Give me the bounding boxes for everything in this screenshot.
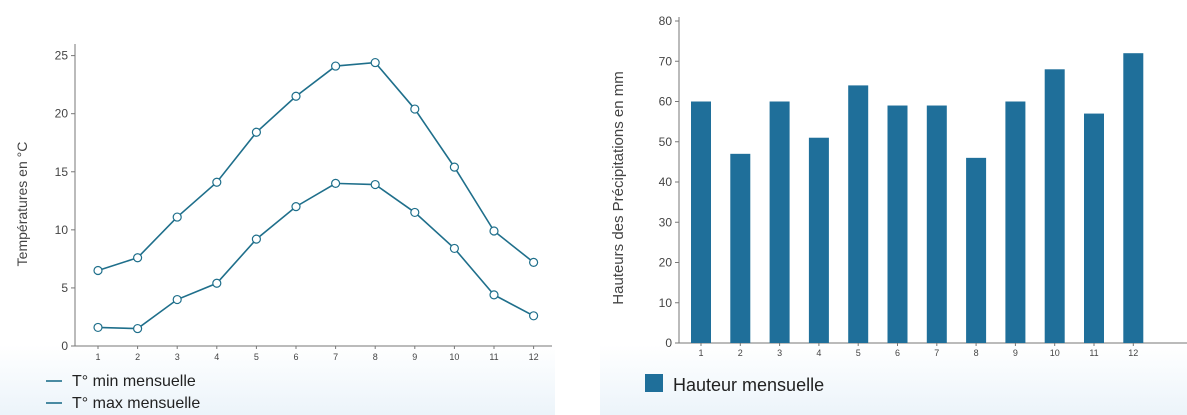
precipitation-legend-swatch <box>645 374 663 392</box>
precipitation-bar-chart: Hauteurs des Précipitations en mm 0 10 20 3… <box>610 14 1187 395</box>
temperature-data-point <box>172 294 182 305</box>
temperature-data-point <box>489 290 499 300</box>
temperature-data-point <box>172 212 182 222</box>
precipitation-bar <box>1005 101 1026 343</box>
temperature-y-tick-label: 10 <box>55 223 69 237</box>
temperature-data-point <box>528 257 539 267</box>
precipitation-y-tick-label: 0 <box>665 336 672 350</box>
temperature-x-tick-label: 6 <box>293 352 298 362</box>
temperature-series <box>93 57 539 334</box>
temperature-x-tick-label: 2 <box>135 352 140 362</box>
precipitation-x-tick-label: 5 <box>856 348 861 358</box>
precipitation-x-tick-label: 11 <box>1089 348 1098 358</box>
temperature-y-axis-label: Températures en °C <box>14 142 30 267</box>
temperature-data-point <box>449 162 459 172</box>
temperature-y-tick-label: 15 <box>55 165 69 179</box>
temperature-data-point <box>291 202 301 212</box>
precipitation-bar <box>730 153 751 343</box>
temperature-data-point <box>93 322 103 333</box>
temperature-axes <box>74 44 552 347</box>
temperature-series-line <box>97 61 535 272</box>
temperature-y-tick-label: 5 <box>61 281 68 295</box>
temperature-y-tick-label: 20 <box>55 107 69 121</box>
temperature-data-point <box>489 226 499 236</box>
precipitation-x-tick-label: 8 <box>974 348 979 358</box>
temperature-x-tick-label: 3 <box>175 352 180 362</box>
temperature-data-point <box>212 177 222 187</box>
precipitation-bar <box>691 101 711 343</box>
temperature-data-point <box>251 127 261 137</box>
temperature-legend-label: T° max mensuelle <box>72 395 200 412</box>
precipitation-x-tick-label: 3 <box>777 348 782 358</box>
precipitation-x-tick-label: 4 <box>816 348 821 358</box>
precipitation-y-tick-label: 30 <box>659 215 673 229</box>
temperature-series-line <box>97 182 534 330</box>
temperature-y-tick-label: 25 <box>55 49 69 63</box>
temperature-data-point <box>133 253 143 263</box>
temperature-x-tick-label: 10 <box>449 352 459 362</box>
precipitation-bar <box>966 157 987 343</box>
precipitation-bar <box>1123 53 1144 343</box>
precipitation-x-tick-label: 9 <box>1013 348 1018 358</box>
precipitation-x-tick-label: 12 <box>1128 348 1138 358</box>
precipitation-y-tick-label: 40 <box>659 175 673 189</box>
temperature-x-tick-label: 1 <box>95 352 100 362</box>
temperature-data-point <box>331 61 341 71</box>
precipitation-y-axis-label: Hauteurs des Précipitations en mm <box>610 71 627 304</box>
precipitation-x-tick-label: 1 <box>698 348 703 358</box>
temperature-data-point <box>133 323 143 334</box>
temperature-data-point <box>370 179 380 190</box>
precipitation-x-tick-label: 7 <box>934 348 939 358</box>
precipitation-legend: Hauteur mensuelle <box>645 374 824 395</box>
precipitation-bar <box>887 105 908 344</box>
temperature-data-point <box>212 278 222 288</box>
temperature-x-tick-label: 4 <box>214 352 219 362</box>
precipitation-bar <box>1044 69 1065 344</box>
temperature-data-point <box>449 243 459 254</box>
precipitation-y-tick-label: 50 <box>659 135 673 149</box>
precipitation-bar <box>848 85 869 344</box>
precipitation-y-tick-label: 20 <box>659 256 673 270</box>
temperature-data-point <box>410 207 420 218</box>
temperature-x-tick-label: 7 <box>333 352 338 362</box>
precipitation-bar <box>1084 113 1104 343</box>
temperature-legend-label: T° min mensuelle <box>72 373 196 390</box>
temperature-data-point <box>410 104 420 114</box>
temperature-y-tick-label: 0 <box>61 339 68 353</box>
temperature-data-point <box>331 178 341 188</box>
precipitation-y-tick-label: 10 <box>659 296 673 310</box>
precipitation-x-tick-label: 2 <box>738 348 743 358</box>
temperature-data-point <box>251 234 261 244</box>
precipitation-y-tick-label: 70 <box>659 54 673 68</box>
precipitation-y-tick-label: 60 <box>659 95 673 109</box>
temperature-x-tick-label: 12 <box>529 352 539 362</box>
precipitation-bar <box>808 137 829 343</box>
temperature-data-point <box>370 57 380 68</box>
temperature-x-tick-label: 5 <box>254 352 259 362</box>
precipitation-x-tick-label: 10 <box>1050 348 1060 358</box>
precipitation-legend-label: Hauteur mensuelle <box>673 375 824 395</box>
temperature-data-point <box>93 265 103 276</box>
precipitation-x-tick-label: 6 <box>895 348 900 358</box>
temperature-data-point <box>528 311 539 321</box>
temperature-x-tick-label: 11 <box>489 352 498 362</box>
temperature-x-tick-label: 8 <box>373 352 378 362</box>
temperature-data-point <box>291 91 301 101</box>
temperature-legend: T° min mensuelle T° max mensuelle <box>46 373 200 412</box>
temperature-x-tick-label: 9 <box>412 352 417 362</box>
precipitation-bar <box>926 105 947 344</box>
precipitation-y-tick-label: 80 <box>659 14 673 28</box>
precipitation-bars <box>691 53 1144 344</box>
precipitation-bar <box>769 101 790 343</box>
